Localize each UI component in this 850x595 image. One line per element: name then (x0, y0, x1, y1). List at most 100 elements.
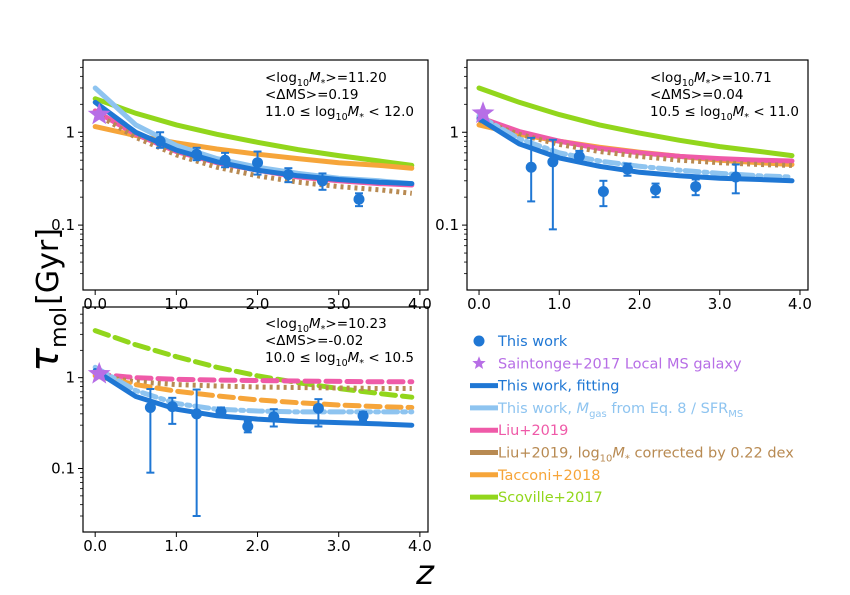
panel-top-right: 0.0 1.0 2.0 3.0 4.0 0.1 1 <log10M*>=10.71<ΔMS>=… (435, 59, 812, 313)
annotation-line: 11.0 ≤ log10M* < 12.0 (265, 104, 414, 123)
series-line-scoville (92, 96, 415, 168)
panel-bottom-left: 0.0 1.0 2.0 3.0 4.0 0.1 1 <log10M*>=10.23<ΔMS>=… (51, 306, 432, 555)
legend-entry: This work, fitting (470, 379, 619, 395)
x-tick-label: 3.0 (327, 295, 351, 313)
data-point (573, 150, 585, 162)
y-tick-label: 1 (65, 123, 75, 141)
annotation-line: <log10M*>=11.20 (265, 70, 387, 89)
data-point (690, 181, 702, 193)
data-point (191, 408, 203, 420)
data-point (730, 171, 742, 183)
axes-frame (466, 59, 809, 291)
x-tick-label: 1.0 (164, 537, 188, 555)
data-point (547, 156, 559, 168)
data-point (144, 401, 156, 413)
annotation-line: 10.0 ≤ log10M* < 10.5 (265, 350, 414, 369)
data-point (525, 161, 537, 173)
annotation-line: 10.5 ≤ log10M* < 11.0 (650, 104, 799, 123)
y-tick-label: 0.1 (435, 216, 459, 234)
panel-top-left: 0.0 1.0 2.0 3.0 4.0 0.1 1 <log10M*>=11.20<ΔMS>=… (51, 59, 432, 313)
data-point (650, 184, 662, 196)
annotation-line: <ΔMS>=0.04 (650, 87, 743, 103)
data-point (282, 169, 294, 181)
legend-marker-star (472, 356, 486, 369)
ylabel-symbol: τ (22, 347, 68, 372)
data-point (166, 401, 178, 413)
series-line-this_work (476, 116, 795, 184)
panels: 0.0 1.0 2.0 3.0 4.00.11<log10M*>=11.20<ΔMS>=… (51, 59, 812, 555)
saintonge-star (471, 101, 495, 123)
annotation-line: <ΔMS>=0.19 (265, 87, 358, 103)
x-tick-label: 2.0 (628, 295, 652, 313)
legend-entry: Tacconi+2018 (470, 468, 600, 484)
x-tick-label: 3.0 (327, 537, 351, 555)
data-point (316, 175, 328, 187)
data-point (357, 410, 369, 422)
legend-label: Tacconi+2018 (497, 468, 600, 484)
legend-marker-point (473, 335, 485, 347)
x-tick-label: 2.0 (246, 537, 270, 555)
x-tick-label: 2.0 (246, 295, 270, 313)
legend-entry: Liu+2019 (470, 423, 568, 439)
svg-text:τmol[Gyr]: τmol[Gyr] (22, 228, 72, 372)
series-line-tacconi (92, 373, 415, 410)
series-line-liu (476, 114, 795, 164)
x-tick-label: 3.0 (708, 295, 732, 313)
axes-frame (82, 59, 429, 291)
x-tick-label: 4.0 (408, 295, 432, 313)
y-tick-label: 1 (65, 369, 75, 387)
data-point (353, 193, 365, 205)
x-tick-label: 1.0 (547, 295, 571, 313)
axes-frame (82, 306, 429, 533)
x-tick-label: 1.0 (164, 295, 188, 313)
legend-label: This work, Mgas from Eq. 8 / SFRMS (497, 401, 743, 420)
x-axis-label: z (415, 553, 435, 593)
legend-entry: This work (473, 334, 568, 350)
annotation-line: <ΔMS>=-0.02 (265, 333, 363, 349)
x-tick-label: 0.0 (83, 537, 107, 555)
x-tick-label: 4.0 (788, 295, 812, 313)
annotation-line: <log10M*>=10.71 (650, 70, 772, 89)
data-point (215, 406, 227, 418)
y-tick-label: 0.1 (51, 216, 75, 234)
data-point (219, 154, 231, 166)
ylabel-subscript: mol (47, 307, 72, 348)
data-point (621, 163, 633, 175)
legend-label: Liu+2019, log10M* corrected by 0.22 dex (498, 446, 794, 465)
ylabel-unit: [Gyr] (31, 228, 66, 305)
y-axis-label: τmol[Gyr] (22, 228, 72, 372)
series-line-liu (92, 371, 415, 385)
saintonge-star (87, 102, 111, 125)
data-point (597, 186, 609, 198)
data-point (191, 148, 203, 160)
x-tick-label: 0.0 (83, 295, 107, 313)
saintonge-star (87, 361, 111, 384)
legend-label: This work (497, 334, 568, 350)
annotation-line: <log10M*>=10.23 (265, 316, 387, 335)
series-line-liu_corr (94, 373, 412, 391)
series-line-fit_alt (476, 113, 795, 180)
legend-entry: This work, Mgas from Eq. 8 / SFRMS (470, 401, 743, 420)
x-tick-label: 0.0 (467, 295, 491, 313)
y-tick-label: 0.1 (51, 460, 75, 478)
legend: This work Saintonge+2017 Local MS galaxy T… (470, 334, 794, 506)
series-line-liu_corr (93, 111, 413, 196)
series-line-scoville (476, 85, 795, 159)
legend-label: Scoville+2017 (498, 490, 603, 506)
y-tick-label: 1 (449, 123, 459, 141)
data-point (268, 411, 280, 423)
data-point (252, 157, 264, 169)
legend-entry: Liu+2019, log10M* corrected by 0.22 dex (470, 446, 794, 465)
legend-entry: Scoville+2017 (470, 490, 603, 506)
series-line-scoville (92, 328, 415, 400)
data-point (312, 402, 324, 414)
legend-label: Liu+2019 (498, 423, 568, 439)
legend-label: Saintonge+2017 Local MS galaxy (498, 356, 742, 372)
series-line-this_work (92, 368, 415, 428)
x-tick-label: 4.0 (408, 537, 432, 555)
legend-entry: Saintonge+2017 Local MS galaxy (472, 356, 742, 372)
data-point (242, 421, 254, 433)
data-point (154, 135, 166, 147)
legend-label: This work, fitting (497, 379, 619, 395)
